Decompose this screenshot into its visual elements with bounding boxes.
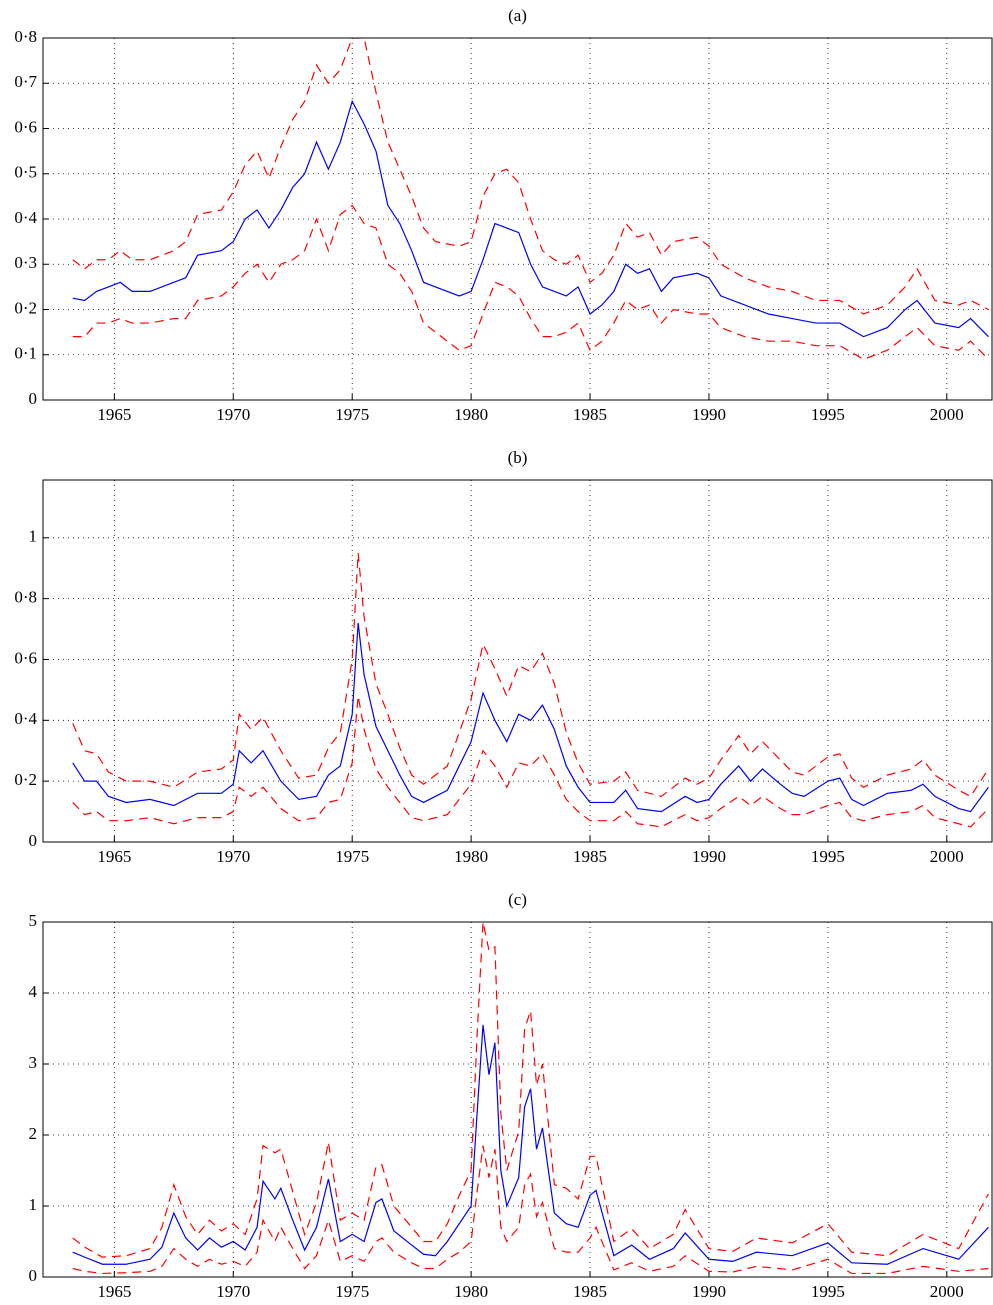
x-tick-label: 1980 (454, 1282, 488, 1301)
plot-frame (42, 921, 993, 1278)
x-tick-label: 1965 (97, 405, 131, 424)
y-tick-label: 0·8 (14, 588, 37, 607)
x-tick-label: 1995 (811, 1282, 845, 1301)
y-tick-label: 2 (29, 1124, 38, 1143)
x-tick-label: 1990 (692, 847, 726, 866)
y-tick-label: 0·8 (14, 27, 37, 46)
y-tick-label: 0·4 (14, 709, 37, 728)
y-tick-label: 0·6 (14, 117, 37, 136)
series-line (72, 622, 989, 813)
x-tick-label: 1975 (335, 1282, 369, 1301)
y-tick-label: 4 (29, 982, 38, 1001)
x-tick-label: 1980 (454, 847, 488, 866)
x-tick-label: 1970 (216, 405, 250, 424)
y-tick-label: 0 (29, 831, 38, 850)
x-tick-label: 1985 (573, 405, 607, 424)
x-tick-label: 1980 (454, 405, 488, 424)
y-tick-label: 0 (29, 389, 38, 408)
series-line (72, 922, 989, 1258)
x-tick-label: 2000 (930, 847, 964, 866)
chart-title: (c) (508, 890, 527, 909)
chart-title: (b) (508, 448, 528, 467)
plot-frame (42, 37, 993, 401)
x-tick-label: 1995 (811, 405, 845, 424)
series-line (72, 38, 989, 315)
y-tick-label: 0·6 (14, 648, 37, 667)
y-tick-label: 0·4 (14, 208, 37, 227)
series-line (72, 552, 989, 798)
series-line (72, 204, 989, 360)
y-tick-label: 0·3 (14, 253, 37, 272)
x-tick-label: 1990 (692, 405, 726, 424)
series-line (72, 1145, 989, 1275)
y-tick-label: 0·1 (14, 344, 37, 363)
y-tick-label: 1 (29, 1195, 38, 1214)
x-tick-label: 2000 (930, 1282, 964, 1301)
y-tick-label: 0·7 (14, 72, 37, 91)
y-tick-label: 0·2 (14, 770, 37, 789)
x-tick-label: 1975 (335, 405, 369, 424)
y-tick-label: 0·2 (14, 298, 37, 317)
x-tick-label: 1965 (97, 1282, 131, 1301)
x-tick-label: 1970 (216, 847, 250, 866)
series-line (72, 1024, 989, 1265)
chart-title: (a) (508, 6, 527, 25)
x-tick-label: 1990 (692, 1282, 726, 1301)
plot-frame (42, 479, 993, 843)
x-tick-label: 2000 (930, 405, 964, 424)
y-tick-label: 3 (29, 1053, 38, 1072)
x-tick-label: 1985 (573, 847, 607, 866)
x-tick-label: 1970 (216, 1282, 250, 1301)
series-line (72, 99, 989, 338)
y-tick-label: 5 (29, 911, 38, 930)
x-tick-label: 1985 (573, 1282, 607, 1301)
x-tick-label: 1965 (97, 847, 131, 866)
y-tick-label: 1 (29, 527, 38, 546)
y-tick-label: 0·5 (14, 163, 37, 182)
x-tick-label: 1975 (335, 847, 369, 866)
x-tick-label: 1995 (811, 847, 845, 866)
series-line (72, 695, 989, 828)
y-tick-label: 0 (29, 1266, 38, 1285)
